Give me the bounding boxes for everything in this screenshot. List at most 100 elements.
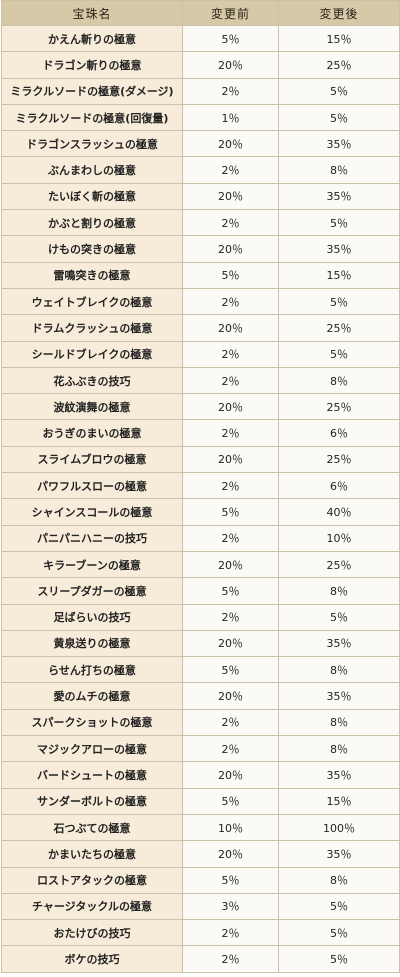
after-value-cell: 10％ [278,524,400,552]
orb-name-cell: シャインスコールの極意 [1,498,183,526]
table-row: おたけびの技巧 2％ 5％ [1,919,400,947]
after-value-cell: 25％ [278,445,400,474]
table-row: 愛のムチの極意 20％ 35％ [1,682,400,710]
before-value-cell: 5％ [182,498,279,526]
table-row: ドラゴン斬りの極意 20％ 25％ [1,51,400,79]
orb-name-cell: スパークショットの極意 [1,708,183,737]
after-value-cell: 100％ [278,813,400,842]
orb-name-cell: スリープダガーの極意 [1,577,183,605]
before-value-cell: 20％ [182,761,279,789]
table-row: 波紋演舞の極意 20％ 25％ [1,393,400,421]
after-value-cell: 15％ [278,24,400,53]
after-value-cell: 15％ [278,787,400,815]
after-value-cell: 5％ [278,919,400,947]
orb-name-cell: ドラムクラッシュの極意 [1,314,183,342]
orb-name-cell: ドラゴンスラッシュの極意 [1,130,183,158]
table-row: らせん打ちの極意 5％ 8％ [1,656,400,684]
orb-name-cell: かえん斬りの極意 [1,24,183,53]
before-value-cell: 20％ [182,445,279,474]
table-row: サンダーボルトの極意 5％ 15％ [1,787,400,815]
after-value-cell: 5％ [278,77,400,105]
table-row: かまいたちの極意 20％ 35％ [1,840,400,868]
table-row: かえん斬りの極意 5％ 15％ [1,24,400,53]
after-value-cell: 5％ [278,340,400,368]
orb-name-cell: かまいたちの極意 [1,840,183,868]
header-orb-name: 宝珠名 [1,0,183,26]
table-row: ドラムクラッシュの極意 20％ 25％ [1,314,400,342]
orb-name-cell: チャージタックルの極意 [1,892,183,921]
before-value-cell: 20％ [182,682,279,710]
table-row: 雷鳴突きの極意 5％ 15％ [1,261,400,289]
after-value-cell: 6％ [278,472,400,500]
orb-name-cell: ウェイトブレイクの極意 [1,287,183,316]
before-value-cell: 20％ [182,393,279,421]
table-row: パワフルスローの極意 2％ 6％ [1,472,400,500]
before-value-cell: 2％ [182,366,279,395]
after-value-cell: 8％ [278,366,400,395]
after-value-cell: 8％ [278,735,400,763]
before-value-cell: 20％ [182,550,279,579]
before-value-cell: 2％ [182,708,279,737]
before-value-cell: 5％ [182,577,279,605]
orb-name-cell: けもの突きの極意 [1,235,183,263]
after-value-cell: 35％ [278,682,400,710]
orb-name-cell: 足ばらいの技巧 [1,603,183,631]
before-value-cell: 5％ [182,261,279,289]
orb-name-cell: 花ふぶきの技巧 [1,366,183,395]
table-row: ボケの技巧 2％ 5％ [1,945,400,973]
table-row: パニパニハニーの技巧 2％ 10％ [1,524,400,552]
orb-name-cell: 愛のムチの極意 [1,682,183,710]
after-value-cell: 25％ [278,393,400,421]
table-row: ぶんまわしの極意 2％ 8％ [1,156,400,184]
before-value-cell: 20％ [182,182,279,211]
after-value-cell: 8％ [278,656,400,684]
before-value-cell: 2％ [182,472,279,500]
before-value-cell: 5％ [182,866,279,894]
header-after: 変更後 [278,0,400,26]
after-value-cell: 8％ [278,156,400,184]
table-body: かえん斬りの極意 5％ 15％ ドラゴン斬りの極意 20％ 25％ ミラクルソードの極意(ダ… [1,24,400,973]
orb-name-cell: おうぎのまいの極意 [1,419,183,447]
after-value-cell: 8％ [278,577,400,605]
after-value-cell: 8％ [278,866,400,894]
before-value-cell: 2％ [182,287,279,316]
orb-name-cell: パワフルスローの極意 [1,472,183,500]
after-value-cell: 35％ [278,182,400,211]
after-value-cell: 25％ [278,314,400,342]
orb-name-cell: キラーブーンの極意 [1,550,183,579]
table-row: スパークショットの極意 2％ 8％ [1,708,400,737]
before-value-cell: 2％ [182,919,279,947]
table-row: バードシュートの極意 20％ 35％ [1,761,400,789]
after-value-cell: 8％ [278,708,400,737]
table-row: ロストアタックの極意 5％ 8％ [1,866,400,894]
after-value-cell: 35％ [278,130,400,158]
table-row: シールドブレイクの極意 2％ 5％ [1,340,400,368]
orb-name-cell: ドラゴン斬りの極意 [1,51,183,79]
before-value-cell: 2％ [182,603,279,631]
after-value-cell: 15％ [278,261,400,289]
before-value-cell: 2％ [182,735,279,763]
orb-name-cell: 黄泉送りの極意 [1,629,183,658]
orb-name-cell: パニパニハニーの技巧 [1,524,183,552]
orb-name-cell: ロストアタックの極意 [1,866,183,894]
orb-name-cell: マジックアローの極意 [1,735,183,763]
table-row: ウェイトブレイクの極意 2％ 5％ [1,287,400,316]
table-row: スライムブロウの極意 20％ 25％ [1,445,400,474]
table-row: けもの突きの極意 20％ 35％ [1,235,400,263]
table-row: 足ばらいの技巧 2％ 5％ [1,603,400,631]
orb-name-cell: おたけびの技巧 [1,919,183,947]
table-row: チャージタックルの極意 3％ 5％ [1,892,400,921]
orb-name-cell: たいぼく斬の極意 [1,182,183,211]
orb-name-cell: ぶんまわしの極意 [1,156,183,184]
before-value-cell: 20％ [182,629,279,658]
table-row: キラーブーンの極意 20％ 25％ [1,550,400,579]
orb-name-cell: かぶと割りの極意 [1,209,183,237]
orb-name-cell: スライムブロウの極意 [1,445,183,474]
orb-name-cell: バードシュートの極意 [1,761,183,789]
orb-name-cell: ボケの技巧 [1,945,183,973]
before-value-cell: 2％ [182,340,279,368]
after-value-cell: 35％ [278,840,400,868]
orb-name-cell: 石つぶての極意 [1,813,183,842]
